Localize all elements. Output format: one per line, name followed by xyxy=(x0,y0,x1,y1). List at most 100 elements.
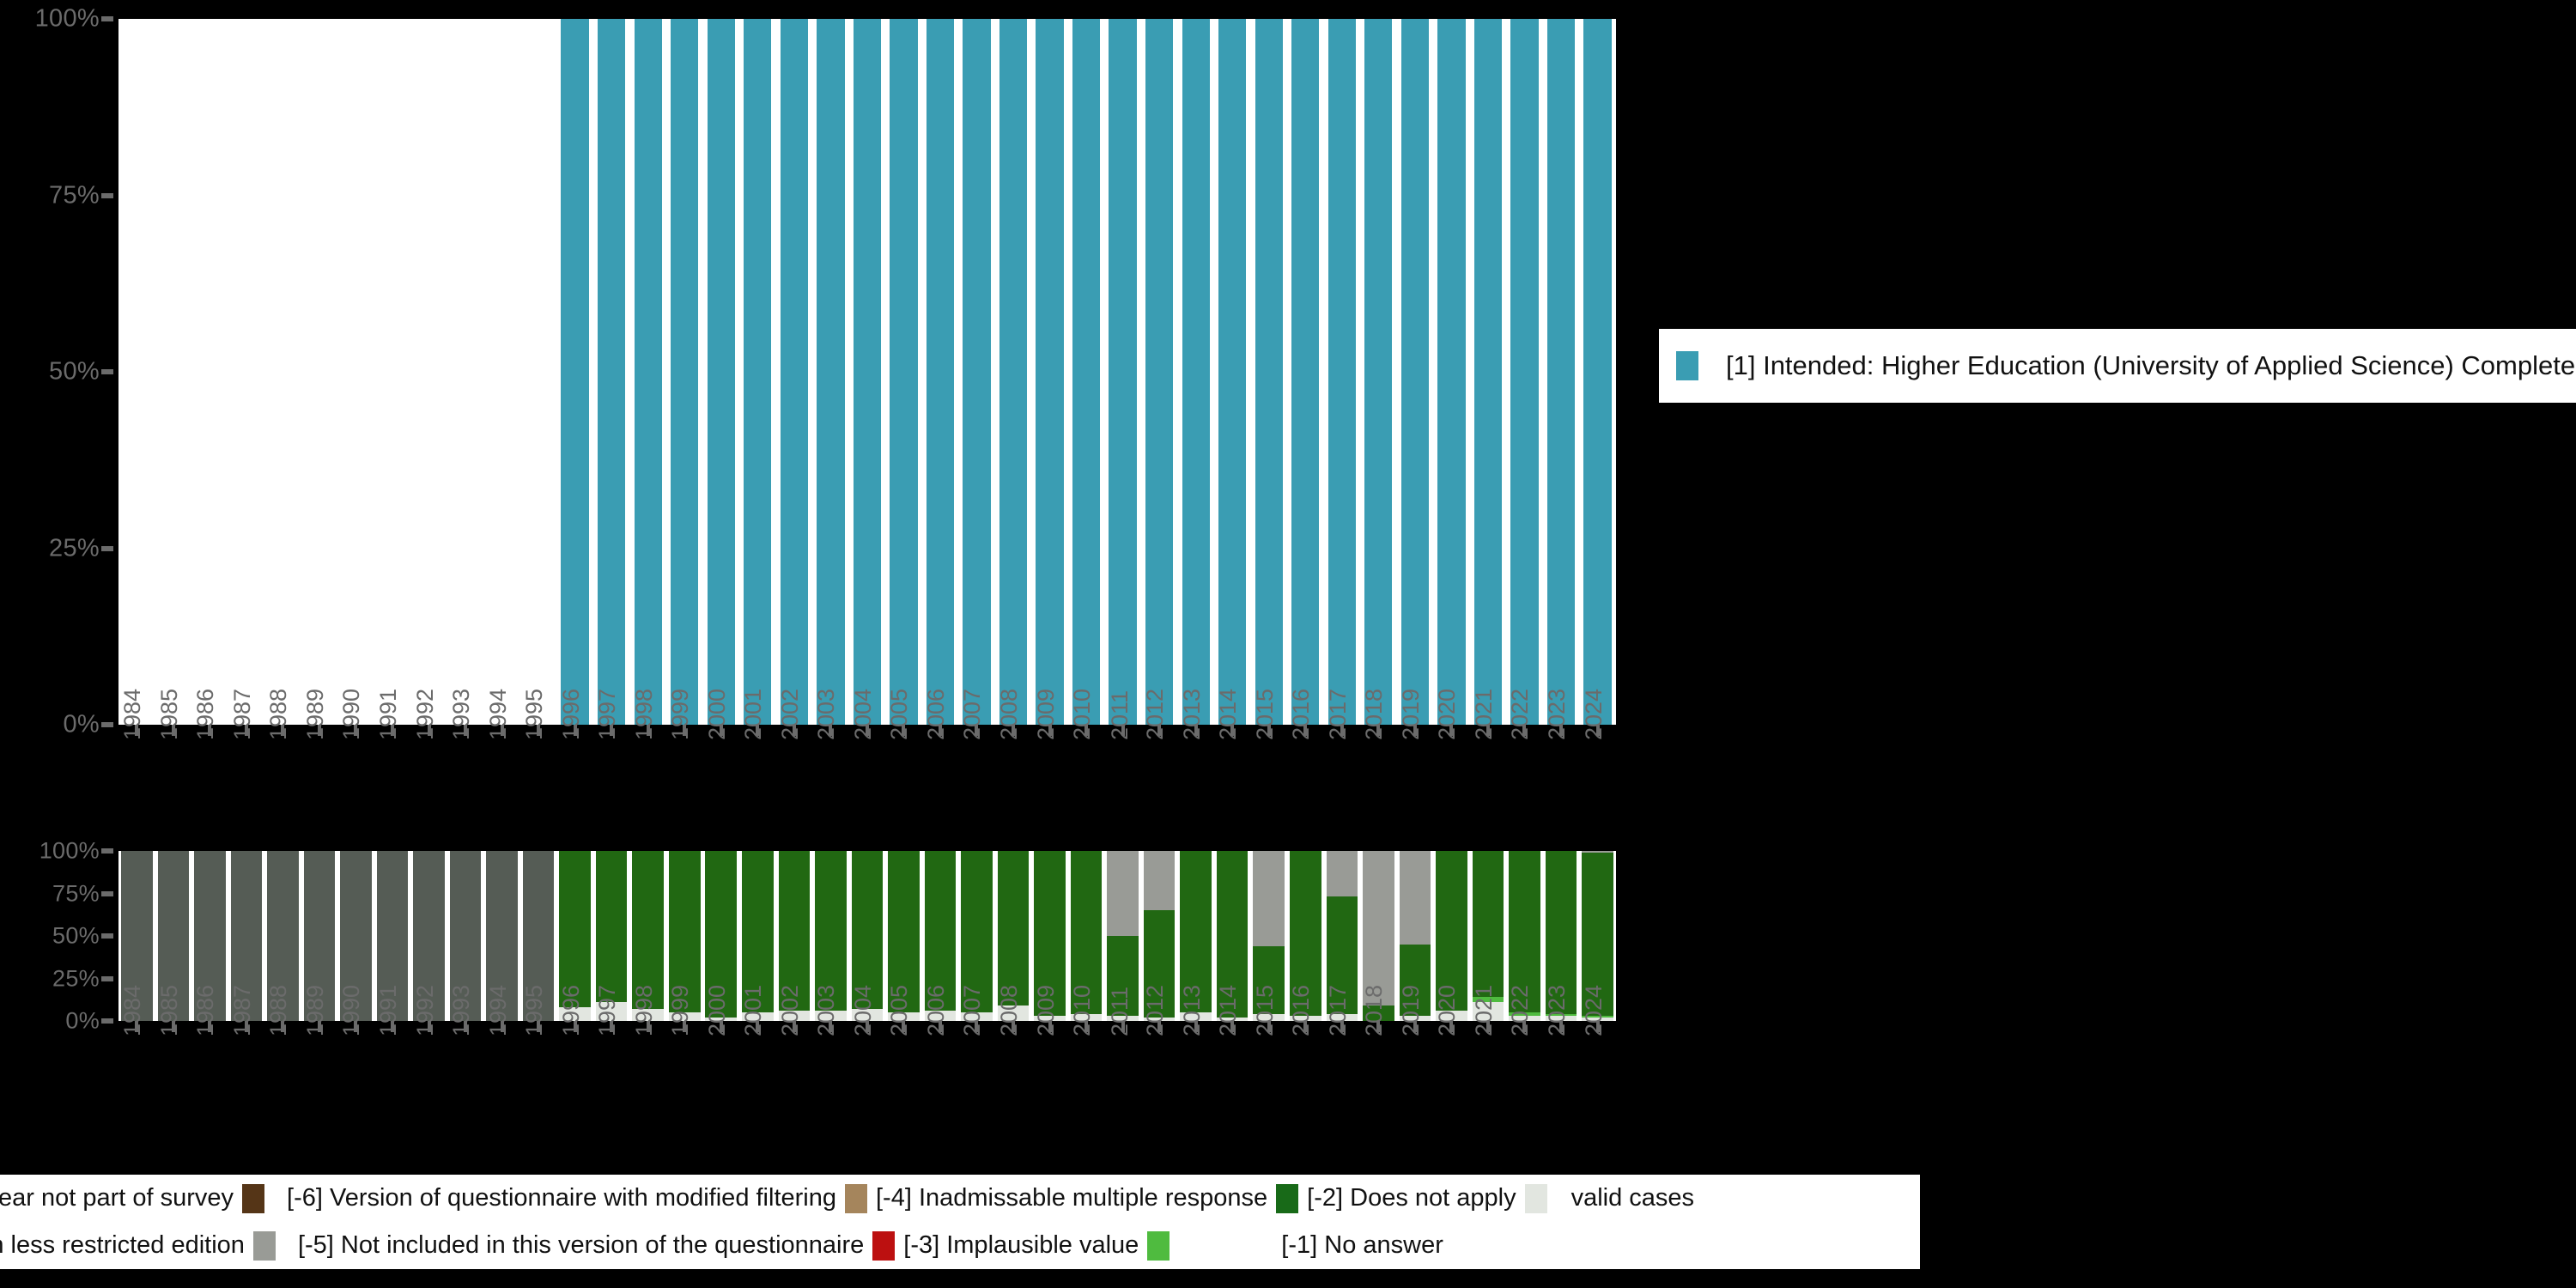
x-tick-label: 1998 xyxy=(629,689,666,824)
bottom-bar-segment xyxy=(376,851,409,1021)
top-legend-box: [1] Intended: Higher Education (Universi… xyxy=(1659,329,2576,403)
x-tick-label-text: 1993 xyxy=(448,984,475,1036)
top-bar xyxy=(1072,19,1101,725)
x-tick-label-text: 1999 xyxy=(667,688,694,740)
bottom-bar-column xyxy=(739,851,776,1021)
bottom-bar-segment xyxy=(1143,851,1176,911)
x-tick-label: 2017 xyxy=(1324,689,1361,824)
bottom-bar-column xyxy=(1397,851,1434,1021)
top-bar xyxy=(634,19,662,725)
legend-swatch-icon xyxy=(252,1230,276,1261)
x-tick-label: 2016 xyxy=(1287,689,1324,824)
bottom-y-tick-label: 0% xyxy=(65,1007,100,1034)
top-bar xyxy=(1364,19,1393,725)
x-tick-label: 2013 xyxy=(1177,985,1214,1121)
bottom-bar-segment xyxy=(595,851,628,1003)
x-tick-label: 2019 xyxy=(1397,985,1434,1121)
top-bar-column xyxy=(995,19,1032,725)
legend-swatch-icon xyxy=(1276,1183,1299,1213)
top-bar xyxy=(963,19,991,725)
x-tick-label-text: 1990 xyxy=(338,984,365,1036)
bottom-bar-column xyxy=(1433,851,1470,1021)
x-tick-label-text: 2006 xyxy=(922,688,949,740)
top-bar xyxy=(817,19,845,725)
x-tick-label-text: 1998 xyxy=(630,984,657,1036)
top-bar-column xyxy=(703,19,740,725)
top-bar-column xyxy=(593,19,630,725)
top-bar-column xyxy=(1324,19,1361,725)
x-tick-label-text: 2005 xyxy=(886,688,913,740)
top-bar-column xyxy=(337,19,374,725)
x-tick-label-text: 1988 xyxy=(265,984,292,1036)
x-tick-label: 2002 xyxy=(776,985,813,1121)
top-bar-column xyxy=(1506,19,1543,725)
bottom-bar-column xyxy=(1579,851,1616,1021)
bottom-y-tick-label: 75% xyxy=(52,880,100,906)
x-tick-label-text: 2002 xyxy=(776,688,803,740)
bottom-x-tick-labels: 1984 1985 1986 1987 1988 1989 1990 1991 1992 1993… xyxy=(118,985,1616,1121)
legend-item: [-6] Version of questionnaire with modif… xyxy=(278,1183,867,1213)
bottom-bar-column xyxy=(520,851,557,1021)
top-bar-column xyxy=(1177,19,1214,725)
top-y-tickmark xyxy=(101,722,113,727)
bottom-bar-segment xyxy=(1107,1016,1139,1021)
x-tick-label-text: 1991 xyxy=(374,984,401,1036)
bottom-bar-segment xyxy=(1326,896,1358,1015)
bottom-bar-segment xyxy=(1436,1011,1467,1021)
bottom-bar-segment xyxy=(413,851,445,1021)
x-tick-label: 2019 xyxy=(1397,689,1434,824)
top-bar-column xyxy=(739,19,776,725)
top-bar-group xyxy=(118,19,1616,725)
x-tick-label-text: 2012 xyxy=(1142,688,1169,740)
x-tick-label: 2002 xyxy=(776,689,813,824)
top-bar-column xyxy=(447,19,484,725)
bottom-bar-segment xyxy=(888,1012,920,1021)
top-bar xyxy=(1327,19,1356,725)
x-tick-label: 1997 xyxy=(593,689,630,824)
x-tick-label: 2005 xyxy=(885,985,922,1121)
bottom-bar-column xyxy=(1068,851,1105,1021)
x-tick-label: 1985 xyxy=(155,689,192,824)
top-bar-column xyxy=(556,19,593,725)
x-tick-label-text: 1986 xyxy=(192,984,219,1036)
x-tick-label: 1989 xyxy=(301,985,338,1121)
bottom-x-axis: 1984 1985 1986 1987 1988 1989 1990 1991 1992 1993… xyxy=(118,985,1616,1133)
bottom-bar-segment xyxy=(1399,1016,1431,1021)
x-tick-label-text: 2013 xyxy=(1178,688,1205,740)
bottom-bar-segment xyxy=(1070,851,1103,1015)
legend-swatch-icon xyxy=(845,1183,867,1213)
bottom-bar-column xyxy=(447,851,484,1021)
bottom-bar-segment xyxy=(1143,910,1176,1018)
bottom-bar-column xyxy=(1470,851,1507,1021)
legend-item-label: [-2] Does not apply xyxy=(1307,1184,1516,1212)
bottom-bar-column xyxy=(922,851,959,1021)
x-tick-label-text: 2016 xyxy=(1288,984,1315,1036)
bottom-bar-segment xyxy=(1180,851,1212,1013)
x-tick-label-text: 1990 xyxy=(338,688,365,740)
bottom-bar-column xyxy=(191,851,228,1021)
legend-swatch-icon xyxy=(1147,1230,1170,1261)
bottom-bar-segment xyxy=(1326,851,1358,897)
top-bar-column xyxy=(1068,19,1105,725)
x-tick-label: 2021 xyxy=(1470,689,1507,824)
x-tick-label: 1992 xyxy=(410,985,447,1121)
bottom-bar-segment xyxy=(851,851,884,1010)
bottom-bar-segment xyxy=(668,1012,701,1021)
x-tick-label-text: 1995 xyxy=(521,688,548,740)
top-bar xyxy=(1218,19,1247,725)
top-bar-column xyxy=(666,19,703,725)
bottom-bar-segment xyxy=(997,851,1030,1006)
legend-item-label: [-5] Not included in this version of the… xyxy=(297,1231,865,1259)
x-tick-label: 2007 xyxy=(958,985,995,1121)
x-tick-label: 2015 xyxy=(1250,985,1287,1121)
x-tick-label-text: 2014 xyxy=(1215,688,1242,740)
x-tick-label-text: 2003 xyxy=(813,984,840,1036)
x-tick-label: 1996 xyxy=(556,689,593,824)
x-tick-label-text: 1986 xyxy=(192,688,219,740)
top-bar-column xyxy=(191,19,228,725)
x-tick-label: 1988 xyxy=(264,985,301,1121)
x-tick-label: 2001 xyxy=(739,689,776,824)
legend-item-label: [-4] Inadmissable multiple response xyxy=(876,1184,1268,1212)
top-bar xyxy=(1400,19,1430,725)
bottom-bar-segment xyxy=(632,851,664,1010)
